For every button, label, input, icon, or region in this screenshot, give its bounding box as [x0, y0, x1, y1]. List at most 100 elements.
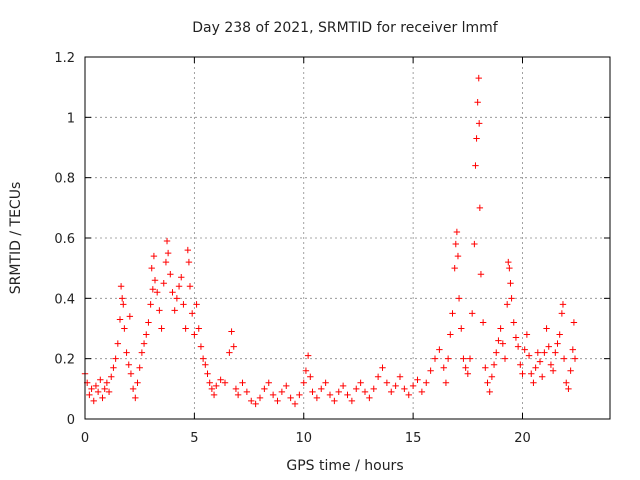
data-point	[383, 379, 391, 386]
data-point	[453, 228, 461, 236]
data-point	[493, 349, 500, 356]
data-point	[452, 240, 459, 248]
y-tick-label: 0.6	[54, 232, 75, 247]
y-tick-label: 1	[67, 111, 75, 126]
data-point	[269, 391, 277, 399]
data-point	[125, 361, 132, 368]
data-point	[554, 340, 561, 347]
data-point	[232, 385, 240, 393]
data-point	[180, 301, 187, 308]
data-point	[563, 379, 570, 386]
data-point	[505, 258, 512, 266]
data-point	[497, 325, 504, 332]
data-point	[344, 391, 351, 399]
data-point	[138, 349, 146, 356]
y-axis-label: SRMTID / TECUs	[8, 182, 24, 295]
data-point	[571, 355, 579, 362]
data-point	[208, 385, 216, 393]
data-point	[569, 346, 577, 353]
data-point	[427, 367, 434, 374]
data-point	[97, 376, 104, 383]
data-point	[193, 301, 200, 308]
data-point	[145, 319, 152, 326]
data-point	[150, 252, 158, 260]
data-point	[488, 373, 496, 380]
data-point	[291, 400, 299, 408]
data-point	[442, 379, 450, 386]
data-points	[81, 74, 579, 408]
data-point	[482, 364, 489, 371]
y-tick-label: 1.2	[54, 51, 75, 66]
data-point	[541, 349, 548, 356]
data-point	[283, 382, 290, 390]
data-point	[243, 388, 251, 396]
data-point	[479, 319, 487, 326]
data-point	[300, 379, 307, 386]
data-point	[444, 355, 452, 362]
data-point	[199, 355, 207, 362]
x-tick-label: 20	[514, 431, 531, 446]
data-point	[234, 391, 242, 399]
data-point	[503, 301, 511, 308]
data-point	[149, 286, 157, 293]
data-point	[110, 364, 117, 371]
data-point	[188, 310, 196, 317]
data-point	[99, 394, 106, 402]
data-point	[171, 307, 178, 314]
data-point	[132, 394, 139, 402]
data-point	[120, 301, 127, 308]
data-point	[348, 397, 356, 405]
data-point	[178, 274, 185, 281]
data-point	[127, 370, 135, 377]
x-tick-label: 5	[190, 431, 198, 446]
data-point	[560, 355, 568, 362]
data-point	[326, 391, 334, 399]
data-point	[451, 264, 458, 272]
data-point	[506, 264, 513, 272]
data-point	[462, 364, 469, 371]
y-tick-label: 0.4	[54, 292, 75, 307]
data-point	[117, 283, 125, 290]
data-point	[460, 355, 467, 362]
data-point	[167, 271, 174, 278]
data-point	[156, 307, 163, 314]
data-point	[508, 295, 515, 302]
data-point	[501, 355, 509, 362]
data-point	[471, 240, 478, 248]
data-point	[88, 385, 95, 393]
data-point	[136, 364, 143, 371]
data-point	[357, 379, 364, 386]
data-point	[543, 325, 550, 332]
data-point	[565, 385, 572, 393]
data-point	[274, 397, 281, 405]
data-point	[525, 352, 533, 359]
data-point	[134, 379, 141, 386]
data-point	[148, 264, 155, 272]
data-point	[335, 388, 342, 396]
data-point	[92, 382, 100, 390]
data-point	[458, 325, 465, 332]
y-tick-label: 0.2	[54, 353, 75, 368]
data-point	[477, 271, 485, 278]
data-point	[322, 379, 329, 386]
x-tick-label: 10	[295, 431, 312, 446]
data-point	[468, 310, 476, 317]
data-point	[112, 355, 119, 362]
data-point	[466, 355, 474, 362]
data-point	[248, 397, 255, 405]
data-point	[217, 376, 224, 383]
data-point	[388, 388, 395, 396]
data-point	[552, 349, 559, 356]
y-tick-label: 0.8	[54, 172, 75, 187]
data-point	[490, 361, 498, 368]
data-point	[353, 385, 360, 393]
data-point	[143, 331, 150, 338]
data-point	[379, 364, 386, 371]
data-point	[454, 252, 462, 260]
data-point	[162, 258, 170, 266]
data-point	[140, 340, 148, 347]
data-point	[94, 388, 102, 396]
data-point	[307, 373, 314, 380]
data-point	[147, 301, 154, 308]
data-point	[210, 391, 218, 399]
